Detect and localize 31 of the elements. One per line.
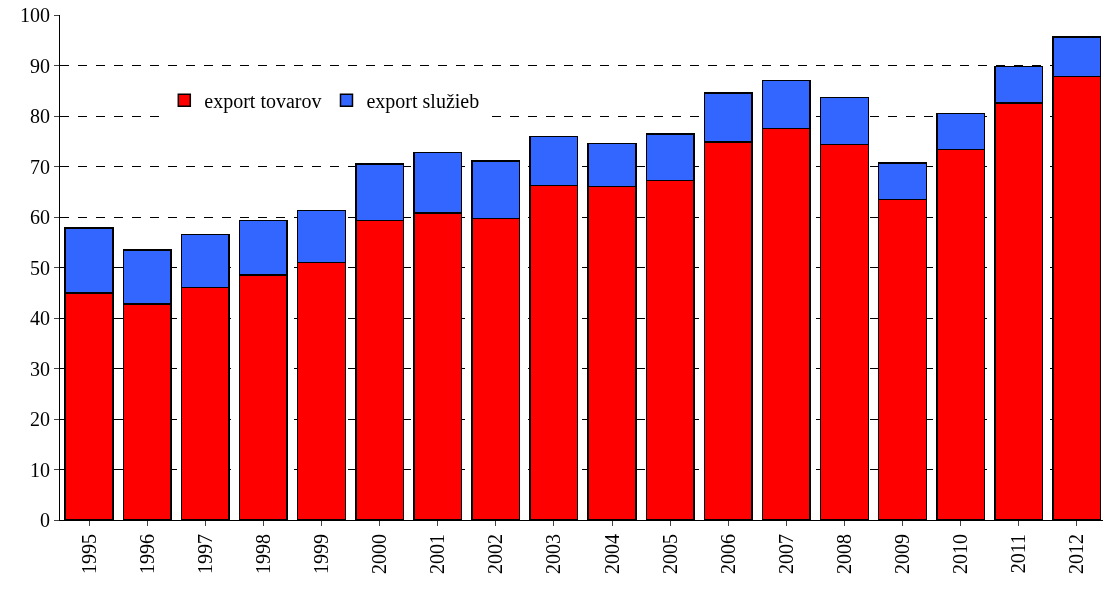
legend-label: export služieb xyxy=(366,89,480,113)
y-tick-label: 80 xyxy=(30,105,50,127)
x-tick-label: 1999 xyxy=(309,534,332,574)
x-tick-label: 2004 xyxy=(600,534,623,574)
x-tick-label: 1996 xyxy=(135,534,158,574)
y-tick-label: 30 xyxy=(30,357,50,380)
x-tick-label: 2000 xyxy=(368,534,391,574)
x-tick-label: 2006 xyxy=(716,534,739,574)
y-tick-label: 0 xyxy=(40,509,50,531)
x-tick-label: 1995 xyxy=(77,534,100,574)
legend-label: export tovarov xyxy=(204,89,322,113)
x-tick-label: 2009 xyxy=(891,534,914,574)
y-tick-label: 60 xyxy=(30,206,50,228)
y-tick-label: 10 xyxy=(30,458,50,481)
x-tick-label: 2003 xyxy=(542,534,565,574)
x-tick-label: 2011 xyxy=(1007,534,1030,574)
y-tick-label: 50 xyxy=(30,256,50,279)
y-tick-label: 40 xyxy=(30,307,50,329)
x-tick-label: 2010 xyxy=(949,534,972,574)
x-tick-label: 2005 xyxy=(658,534,681,574)
x-tick-label: 2002 xyxy=(484,534,507,574)
x-tick-label: 2007 xyxy=(774,534,797,574)
x-tick-label: 2001 xyxy=(426,534,449,574)
x-tick-label: 2008 xyxy=(832,534,855,574)
x-tick-label: 2012 xyxy=(1065,534,1088,574)
y-tick-label: 70 xyxy=(30,155,50,178)
y-tick-label: 100 xyxy=(20,4,50,26)
y-tick-label: 20 xyxy=(30,408,50,430)
y-tick-label: 90 xyxy=(30,54,50,77)
x-tick-label: 1997 xyxy=(193,534,216,574)
x-tick-label: 1998 xyxy=(251,534,274,574)
